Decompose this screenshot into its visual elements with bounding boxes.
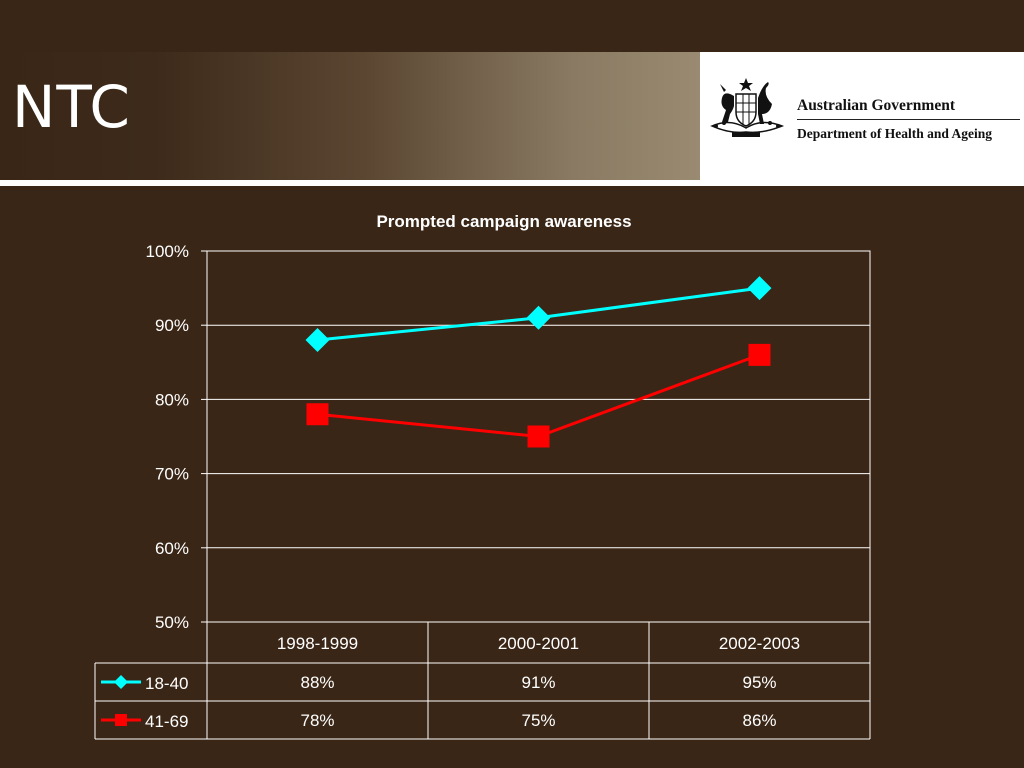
chart-title: Prompted campaign awareness [376,212,631,231]
header-rule [0,180,1024,186]
government-name: Australian Government [797,97,956,114]
logo-divider [797,119,1020,120]
top-strip [0,0,1024,52]
legend-marker [115,714,127,726]
title-band [0,52,700,180]
y-tick-label: 100% [146,242,189,261]
y-tick-label: 60% [155,539,189,558]
series-18-40 [305,276,772,353]
legend-marker [114,675,128,689]
data-point [306,403,329,426]
series-41-69 [306,343,771,448]
data-point [748,343,771,366]
legend-label: 41-69 [145,712,188,731]
legend-entry: 41-69 [101,712,188,731]
data-point [527,425,550,448]
data-table-value: 88% [300,673,334,692]
data-table-value: 75% [521,711,555,730]
x-category-label: 2002-2003 [719,634,800,653]
government-logo: Australian Government Department of Heal… [700,52,1024,180]
data-table-value: 78% [300,711,334,730]
x-category-label: 1998-1999 [277,634,358,653]
awareness-chart: Prompted campaign awareness 100% 90% 80% 70… [94,212,871,740]
data-table: 1998-1999 2000-2001 2002-2003 18-40 88% 91% 95… [94,622,871,740]
data-point [526,305,551,330]
legend-entry: 18-40 [101,674,188,693]
y-axis: 100% 90% 80% 70% 60% 50% [146,242,207,632]
australian-coat-of-arms-icon [710,78,785,137]
slide-title: NTC [12,73,131,141]
y-tick-label: 90% [155,316,189,335]
series-line [317,353,761,439]
data-table-value: 95% [742,673,776,692]
data-point [305,328,330,353]
legend-label: 18-40 [145,674,188,693]
y-tick-label: 70% [155,465,189,484]
data-table-value: 86% [742,711,776,730]
x-category-label: 2000-2001 [498,634,579,653]
data-table-value: 91% [521,673,555,692]
chart-series [305,276,772,448]
y-tick-label: 80% [155,390,189,409]
data-point [747,276,772,301]
y-tick-label: 50% [155,613,189,632]
department-name: Department of Health and Ageing [797,126,992,141]
